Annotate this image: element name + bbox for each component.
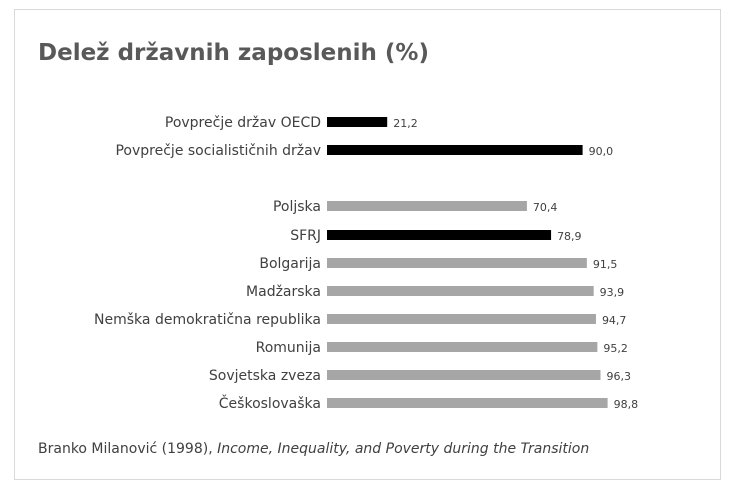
bar <box>327 398 608 408</box>
category-label: Romunija <box>256 340 321 356</box>
bar <box>327 145 583 155</box>
bar <box>327 230 552 240</box>
data-label: 95,2 <box>603 342 628 355</box>
category-label: Nemška demokratična republika <box>94 312 321 328</box>
chart-title: Delež državnih zaposlenih (%) <box>38 40 429 66</box>
source-title: Income, Inequality, and Poverty during t… <box>217 441 590 457</box>
data-label: 94,7 <box>602 314 627 327</box>
data-label: 96,3 <box>606 370 631 383</box>
bar <box>327 286 594 296</box>
category-label: Sovjetska zveza <box>209 368 321 384</box>
data-label: 98,8 <box>614 398 639 411</box>
category-label: Povprečje držav OECD <box>165 115 321 131</box>
data-label: 78,9 <box>557 230 582 243</box>
data-label: 21,2 <box>393 117 418 130</box>
category-label: Madžarska <box>246 284 321 300</box>
category-label: Povprečje socialističnih držav <box>115 143 321 159</box>
bar <box>327 370 601 380</box>
source-note: Branko Milanović (1998), Income, Inequal… <box>38 441 589 457</box>
bar <box>327 117 388 127</box>
source-prefix: Branko Milanović (1998), <box>38 441 218 457</box>
category-label: Češkoslovaška <box>219 394 321 412</box>
category-label: SFRJ <box>290 228 321 244</box>
data-label: 93,9 <box>600 286 625 299</box>
category-label: Bolgarija <box>259 256 321 272</box>
category-label: Poljska <box>273 199 321 215</box>
data-label: 70,4 <box>533 201 558 214</box>
bar <box>327 258 587 268</box>
bar <box>327 314 596 324</box>
data-label: 91,5 <box>593 258 618 271</box>
data-label: 90,0 <box>589 145 614 158</box>
bar <box>327 201 527 211</box>
bar <box>327 342 598 352</box>
